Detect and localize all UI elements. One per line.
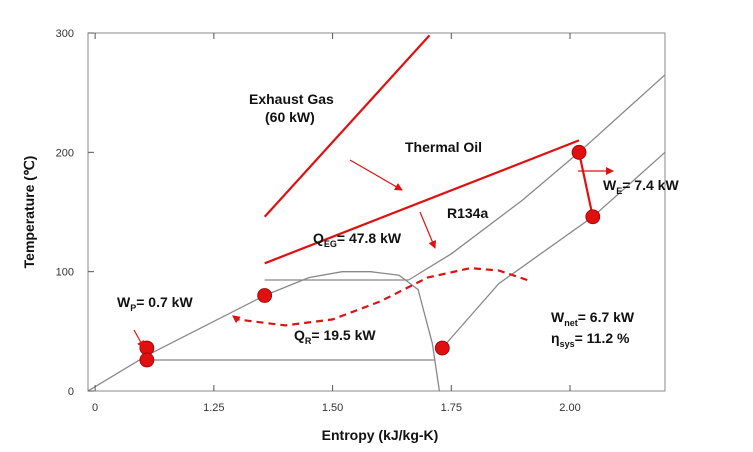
annotation-text: = 0.7 kW bbox=[136, 294, 193, 310]
annotation-text: Q bbox=[294, 327, 305, 343]
curve bbox=[232, 266, 528, 327]
annotation-text: W bbox=[603, 177, 617, 193]
annotation-text: = 47.8 kW bbox=[337, 230, 402, 246]
annotation-sub: net bbox=[564, 318, 578, 328]
curve bbox=[87, 271, 441, 392]
annotation-sub: sys bbox=[560, 339, 575, 349]
annotation-text: (60 kW) bbox=[265, 109, 315, 125]
annotation-text: = 19.5 kW bbox=[311, 327, 376, 343]
annotation-text: = 7.4 kW bbox=[622, 177, 679, 193]
annotation: (60 kW) bbox=[265, 109, 315, 125]
plot-frame bbox=[87, 32, 666, 392]
annotation-text: W bbox=[551, 309, 565, 325]
y-tick-label: 100 bbox=[56, 267, 74, 279]
arrow bbox=[349, 159, 403, 191]
annotation: R134a bbox=[447, 205, 488, 221]
x-tick-label: 1.25 bbox=[203, 402, 224, 414]
annotation-sub: P bbox=[130, 303, 136, 313]
x-tick-label: 1.75 bbox=[441, 402, 462, 414]
state-point bbox=[139, 352, 155, 368]
annotation-text: = 11.2 % bbox=[575, 330, 630, 346]
annotation: WE= 7.4 kW bbox=[603, 177, 679, 196]
x-tick-label: 2.00 bbox=[559, 402, 580, 414]
x-tick-label: 1.50 bbox=[322, 402, 343, 414]
annotation-text: Q bbox=[313, 230, 324, 246]
curve bbox=[408, 74, 666, 281]
y-tick-label: 0 bbox=[68, 386, 74, 398]
annotation-sub: EG bbox=[324, 239, 337, 249]
y-axis-title: Temperature (℃) bbox=[21, 156, 37, 269]
annotation-text: = 6.7 kW bbox=[578, 309, 635, 325]
x-axis-title: Entropy (kJ/kg-K) bbox=[322, 427, 439, 443]
annotation-text: W bbox=[117, 294, 131, 310]
annotation: Thermal Oil bbox=[405, 139, 482, 155]
annotation-text: η bbox=[551, 330, 560, 346]
annotation-sub: E bbox=[616, 186, 622, 196]
curve bbox=[264, 139, 580, 265]
annotation-text: Exhaust Gas bbox=[249, 91, 334, 107]
annotation: WP= 0.7 kW bbox=[117, 294, 193, 313]
annotation: QR= 19.5 kW bbox=[294, 327, 376, 346]
x-tick-label: 0 bbox=[92, 402, 98, 414]
annotation: Wnet= 6.7 kW bbox=[551, 309, 635, 328]
annotation: ηsys= 11.2 % bbox=[551, 330, 630, 349]
arrow bbox=[133, 329, 145, 349]
annotation: Exhaust Gas bbox=[249, 91, 334, 107]
annotation: QEG= 47.8 kW bbox=[313, 230, 402, 249]
arrow bbox=[419, 211, 436, 249]
state-point bbox=[571, 144, 587, 160]
curve bbox=[441, 151, 666, 349]
state-point bbox=[585, 209, 601, 225]
y-tick-label: 300 bbox=[56, 28, 74, 40]
state-point bbox=[257, 288, 273, 303]
curve bbox=[577, 152, 594, 218]
state-point bbox=[434, 340, 450, 356]
annotation-text: Thermal Oil bbox=[405, 139, 482, 155]
curve bbox=[263, 34, 431, 218]
y-tick-label: 200 bbox=[56, 147, 74, 159]
annotation-sub: R bbox=[305, 336, 312, 346]
annotation-text: R134a bbox=[447, 205, 488, 221]
